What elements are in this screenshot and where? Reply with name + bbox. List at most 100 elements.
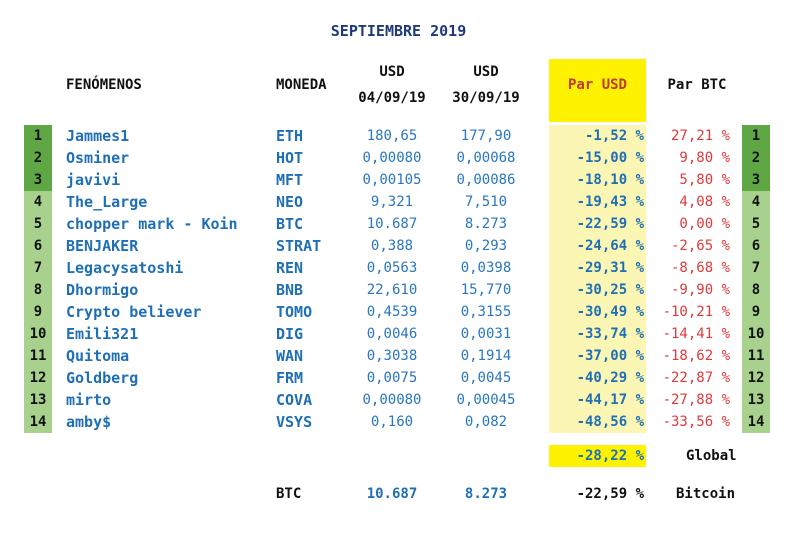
bitcoin-coin: BTC [276,486,302,502]
par-usd-header-highlight [549,59,646,122]
par-usd-column-highlight [549,125,646,433]
participant-name: chopper mark - Koin [66,215,238,233]
par-btc: -9,90 % [670,282,730,298]
usd-start: 10.687 [366,216,418,232]
rank-right: 9 [742,301,770,323]
table-row: 1 Jammes1 ETH 180,65 177,90 -1,52 % 27,21 % 1 [0,125,797,147]
rank-left: 2 [24,147,52,169]
rank-right: 10 [742,323,770,345]
coin-symbol: WAN [276,347,304,365]
header-usd-start-date: 04/09/19 [358,90,426,106]
table-row: 12 Goldberg FRM 0,0075 0,0045 -40,29 % -22,87 … [0,367,797,389]
usd-start: 9,321 [370,194,414,210]
usd-end: 0,3155 [460,304,512,320]
header-usd-end-date: 30/09/19 [452,90,520,106]
par-usd: -30,25 % [576,282,644,298]
rank-right: 5 [742,213,770,235]
bitcoin-usd-end: 8.273 [464,486,508,502]
coin-symbol: NEO [276,193,304,211]
par-usd: -40,29 % [576,370,644,386]
coin-symbol: BNB [276,281,304,299]
rank-left: 4 [24,191,52,213]
rank-left: 3 [24,169,52,191]
coin-symbol: TOMO [276,303,313,321]
rank-left: 14 [24,411,52,433]
par-btc: 0,00 % [679,216,730,232]
par-btc: -33,56 % [662,414,730,430]
participant-name: The_Large [66,193,148,211]
par-usd: -18,10 % [576,172,644,188]
usd-end: 8.273 [464,216,508,232]
usd-end: 0,00045 [456,392,516,408]
par-btc: -14,41 % [662,326,730,342]
usd-end: 0,00086 [456,172,516,188]
par-btc: 27,21 % [670,128,730,144]
table-row: 9 Crypto believer TOMO 0,4539 0,3155 -30,49 %… [0,301,797,323]
coin-symbol: STRAT [276,237,322,255]
table-row: 2 Osminer HOT 0,00080 0,00068 -15,00 % 9,80 % 2 [0,147,797,169]
usd-end: 15,770 [460,282,512,298]
participant-name: Emili321 [66,325,139,343]
par-btc: -22,87 % [662,370,730,386]
usd-start: 0,160 [370,414,414,430]
table-row: 14 amby$ VSYS 0,160 0,082 -48,56 % -33,56 % 14 [0,411,797,433]
usd-start: 0,0046 [366,326,418,342]
usd-start: 22,610 [366,282,418,298]
table-row: 4 The_Large NEO 9,321 7,510 -19,43 % 4,08 % 4 [0,191,797,213]
usd-end: 0,0045 [460,370,512,386]
par-btc: -10,21 % [662,304,730,320]
header-usd-start: USD [379,64,405,80]
table-row: 13 mirto COVA 0,00080 0,00045 -44,17 % -27,88 … [0,389,797,411]
coin-symbol: DIG [276,325,304,343]
participant-name: Dhormigo [66,281,139,299]
usd-start: 0,3038 [366,348,418,364]
coin-symbol: FRM [276,369,304,387]
table-row: 3 javivi MFT 0,00105 0,00086 -18,10 % 5,80 % 3 [0,169,797,191]
par-usd: -22,59 % [576,216,644,232]
par-usd: -30,49 % [576,304,644,320]
par-btc: 9,80 % [679,150,730,166]
rank-right: 1 [742,125,770,147]
bitcoin-label: Bitcoin [676,486,736,502]
usd-start: 0,388 [370,238,414,254]
participant-name: mirto [66,391,112,409]
coin-symbol: COVA [276,391,313,409]
rank-right: 8 [742,279,770,301]
par-usd: -1,52 % [584,128,644,144]
coin-symbol: MFT [276,171,304,189]
participant-name: Jammes1 [66,127,130,145]
table-row: 10 Emili321 DIG 0,0046 0,0031 -33,74 % -14,41 … [0,323,797,345]
rank-left: 1 [24,125,52,147]
participant-name: Quitoma [66,347,130,365]
rank-right: 4 [742,191,770,213]
rank-left: 6 [24,235,52,257]
global-label: Global [686,448,737,464]
table-row: 11 Quitoma WAN 0,3038 0,1914 -37,00 % -18,62 %… [0,345,797,367]
rank-right: 14 [742,411,770,433]
usd-start: 0,00080 [362,392,422,408]
usd-start: 0,0075 [366,370,418,386]
par-usd: -15,00 % [576,150,644,166]
table-row: 8 Dhormigo BNB 22,610 15,770 -30,25 % -9,90 % 8 [0,279,797,301]
global-value: -28,22 % [576,448,644,464]
usd-start: 0,0563 [366,260,418,276]
usd-end: 0,0398 [460,260,512,276]
bitcoin-usd-start: 10.687 [366,486,418,502]
participant-name: Osminer [66,149,130,167]
rank-left: 11 [24,345,52,367]
rank-left: 12 [24,367,52,389]
par-usd: -19,43 % [576,194,644,210]
rank-left: 7 [24,257,52,279]
participant-name: javivi [66,171,121,189]
usd-start: 0,4539 [366,304,418,320]
header-par-usd: Par USD [567,77,627,93]
coin-symbol: ETH [276,127,304,145]
usd-end: 0,0031 [460,326,512,342]
rank-left: 5 [24,213,52,235]
participant-name: BENJAKER [66,237,139,255]
rank-right: 11 [742,345,770,367]
table-row: 7 Legacysatoshi REN 0,0563 0,0398 -29,31 % -8,… [0,257,797,279]
participant-name: Legacysatoshi [66,259,184,277]
rank-right: 12 [742,367,770,389]
usd-start: 0,00080 [362,150,422,166]
